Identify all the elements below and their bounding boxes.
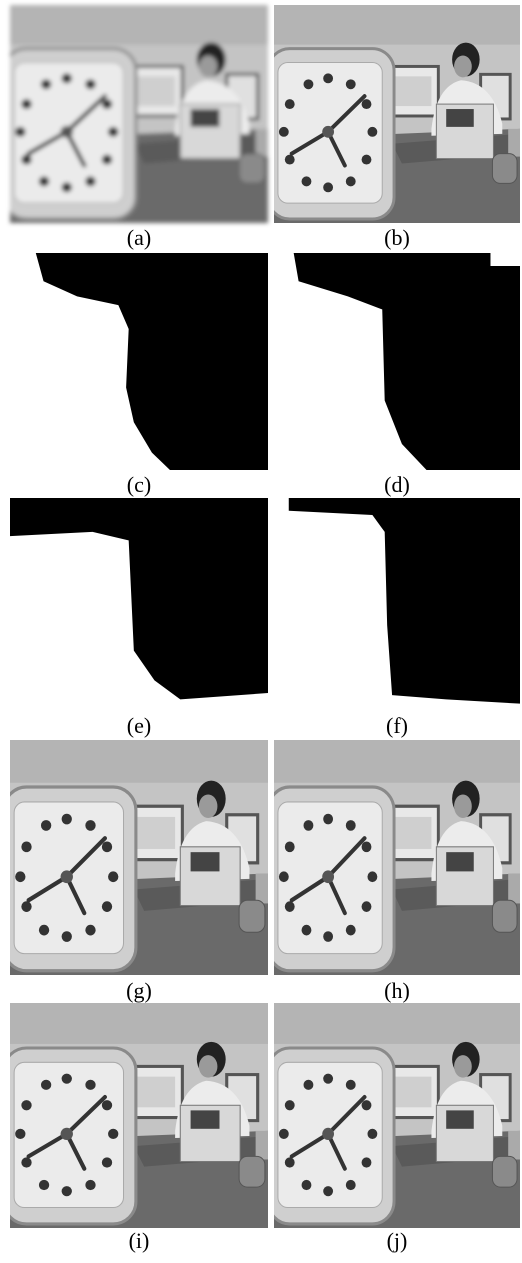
panel-caption: (b) [384,225,410,250]
panel-caption: (d) [384,472,410,497]
mask-image [10,498,268,710]
mask-image [10,253,268,470]
panel-caption: (f) [386,713,408,738]
mask-image [274,498,520,710]
panel: (a) [4,5,268,250]
panel: (h) [268,740,520,1003]
panel: (i) [4,1003,268,1253]
panel-caption: (i) [129,1228,150,1253]
panel-caption: (j) [387,1228,408,1253]
panel: (f) [274,498,520,738]
panel-caption: (e) [127,713,151,738]
frame-image [4,1003,268,1228]
panel: (c) [10,253,268,497]
panel: (d) [274,253,520,497]
panel: (j) [268,1003,520,1253]
panel-caption: (g) [126,978,152,1003]
mask-image [274,253,520,470]
frame-image [4,5,268,223]
frame-image [268,740,520,975]
panel: (b) [268,5,520,250]
panel: (g) [4,740,268,1003]
figure: (a) (b) (c) (d) (e) (f) (g) (h) (i) (j) [0,0,522,1263]
panel-caption: (a) [127,225,151,250]
frame-image [268,1003,520,1228]
panel-caption: (c) [127,472,151,497]
frame-image [4,740,268,975]
panel-caption: (h) [384,978,410,1003]
frame-image [268,5,520,223]
panel: (e) [10,498,268,738]
